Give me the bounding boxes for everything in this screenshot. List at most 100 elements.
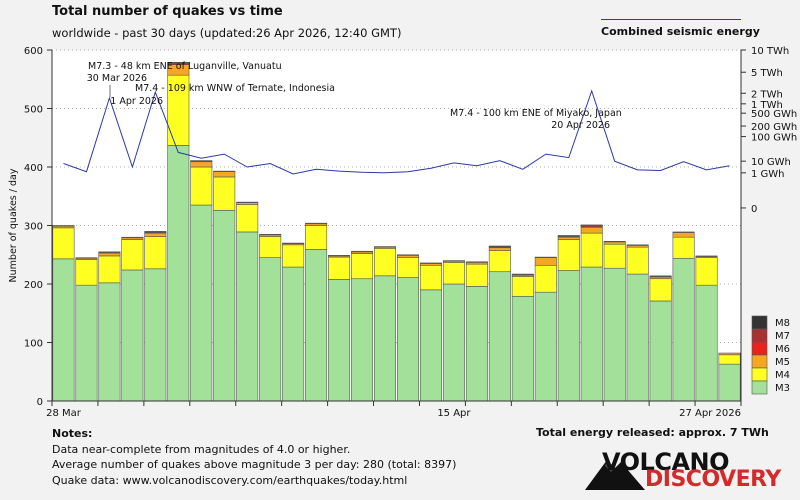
bar-m6 bbox=[236, 201, 259, 203]
y-tick-label: 0 bbox=[37, 397, 43, 408]
bar-m4 bbox=[695, 257, 718, 286]
bar-m3 bbox=[672, 257, 695, 402]
bar-m4 bbox=[626, 246, 649, 275]
energy-tick-label: 5 TWh bbox=[751, 68, 783, 79]
bar-m5 bbox=[396, 255, 419, 258]
bar-m4 bbox=[534, 264, 557, 293]
energy-tick-label: 1 GWh bbox=[751, 169, 785, 180]
bar-m8 bbox=[144, 231, 167, 233]
energy-tick-label: 1 TWh bbox=[751, 100, 783, 111]
bar-m8 bbox=[488, 245, 511, 247]
bar-m3 bbox=[167, 145, 190, 402]
bar-m3 bbox=[259, 257, 282, 402]
bar-m5 bbox=[557, 236, 580, 240]
bar-m8 bbox=[557, 235, 580, 237]
annotation-date: 30 Mar 2026 bbox=[87, 73, 147, 84]
annotation-text: M7.4 - 100 km ENE of Miyako, Japan bbox=[450, 108, 622, 119]
bar-m3 bbox=[213, 209, 236, 402]
y-tick-label: 400 bbox=[24, 163, 43, 174]
bar-m4 bbox=[213, 176, 236, 211]
bar-m6 bbox=[282, 242, 305, 244]
legend-label: M4 bbox=[775, 370, 790, 381]
chart-subtitle: worldwide - past 30 days (updated:26 Apr… bbox=[52, 26, 402, 40]
bar-m3 bbox=[649, 300, 672, 402]
bar-m7 bbox=[98, 251, 121, 253]
energy-tick-label: 500 GWh bbox=[751, 109, 797, 120]
bar-m4 bbox=[52, 227, 75, 260]
bar-m3 bbox=[695, 284, 718, 402]
energy-tick-label: 0 bbox=[751, 204, 757, 215]
bar-m6 bbox=[305, 222, 328, 225]
bar-m3 bbox=[305, 249, 328, 402]
logo-text-bottom: DISCOVERY bbox=[645, 467, 781, 492]
bar-m6 bbox=[465, 261, 488, 263]
energy-tick-label: 100 GWh bbox=[751, 133, 797, 144]
legend-swatch-m3 bbox=[751, 380, 768, 395]
bar-m6 bbox=[534, 256, 557, 258]
bar-m4 bbox=[488, 250, 511, 273]
bar-m4 bbox=[121, 239, 144, 271]
bar-m3 bbox=[374, 275, 397, 402]
bar-m4 bbox=[465, 263, 488, 287]
bar-m5 bbox=[718, 352, 741, 356]
bar-m4 bbox=[98, 255, 121, 284]
bar-m3 bbox=[511, 295, 534, 402]
bar-m3 bbox=[328, 279, 351, 402]
bar-m3 bbox=[190, 204, 213, 402]
notes-heading: Notes: bbox=[52, 427, 93, 440]
annotation-text: M7.4 - 109 km WNW of Ternate, Indonesia bbox=[135, 83, 335, 94]
bar-m6 bbox=[259, 233, 282, 236]
bar-m3 bbox=[626, 273, 649, 402]
bar-m3 bbox=[718, 363, 741, 402]
bar-m3 bbox=[52, 258, 75, 402]
bar-m4 bbox=[511, 276, 534, 297]
legend-label: M5 bbox=[775, 357, 790, 368]
bar-m4 bbox=[236, 204, 259, 233]
bar-m6 bbox=[52, 225, 75, 227]
bar-m4 bbox=[419, 264, 442, 291]
notes-line-3: Quake data: www.volcanodiscovery.com/ear… bbox=[52, 473, 408, 487]
bar-m4 bbox=[351, 253, 374, 280]
energy-tick-label: 200 GWh bbox=[751, 122, 797, 133]
bar-m3 bbox=[75, 284, 98, 402]
logo-text-top: VOLCANO bbox=[602, 448, 730, 476]
bar-m4 bbox=[557, 239, 580, 271]
bar-m7 bbox=[167, 61, 190, 64]
energy-tick-label: 10 GWh bbox=[751, 157, 791, 168]
total-energy-label: Total energy released: approx. 7 TWh bbox=[536, 426, 769, 439]
y-tick-label: 200 bbox=[24, 280, 43, 291]
bar-m4 bbox=[442, 262, 465, 285]
x-tick-label: 28 Mar bbox=[46, 408, 82, 419]
bar-m6 bbox=[328, 255, 351, 257]
bar-m4 bbox=[282, 244, 305, 268]
bar-m5 bbox=[534, 257, 557, 266]
bar-m6 bbox=[442, 260, 465, 262]
bar-m4 bbox=[144, 236, 167, 270]
bar-m3 bbox=[282, 266, 305, 402]
bar-m4 bbox=[672, 236, 695, 259]
notes-line-2: Average number of quakes above magnitude… bbox=[52, 458, 457, 471]
bar-m4 bbox=[649, 278, 672, 302]
bar-m5 bbox=[144, 232, 167, 237]
y-tick-label: 300 bbox=[24, 222, 43, 233]
bar-m7 bbox=[190, 160, 213, 162]
bar-m6 bbox=[121, 236, 144, 239]
bar-m6 bbox=[626, 244, 649, 246]
bar-m7 bbox=[649, 275, 672, 277]
bar-m3 bbox=[351, 278, 374, 402]
bar-m5 bbox=[213, 171, 236, 178]
bar-m6 bbox=[351, 250, 374, 253]
notes-block: Notes: Data near-complete from magnitude… bbox=[52, 426, 456, 488]
energy-line bbox=[63, 89, 730, 175]
legend-swatch-m8 bbox=[751, 315, 768, 330]
bar-m3 bbox=[488, 271, 511, 402]
bar-m6 bbox=[213, 170, 236, 172]
bar-m6 bbox=[672, 231, 695, 233]
bar-m6 bbox=[374, 246, 397, 248]
bar-m3 bbox=[396, 277, 419, 402]
bar-m5 bbox=[190, 161, 213, 168]
legend-swatch-m6 bbox=[751, 341, 768, 356]
bar-m3 bbox=[534, 291, 557, 402]
bar-m3 bbox=[580, 266, 603, 402]
notes-line-1: Data near-complete from magnitudes of 4.… bbox=[52, 442, 351, 456]
